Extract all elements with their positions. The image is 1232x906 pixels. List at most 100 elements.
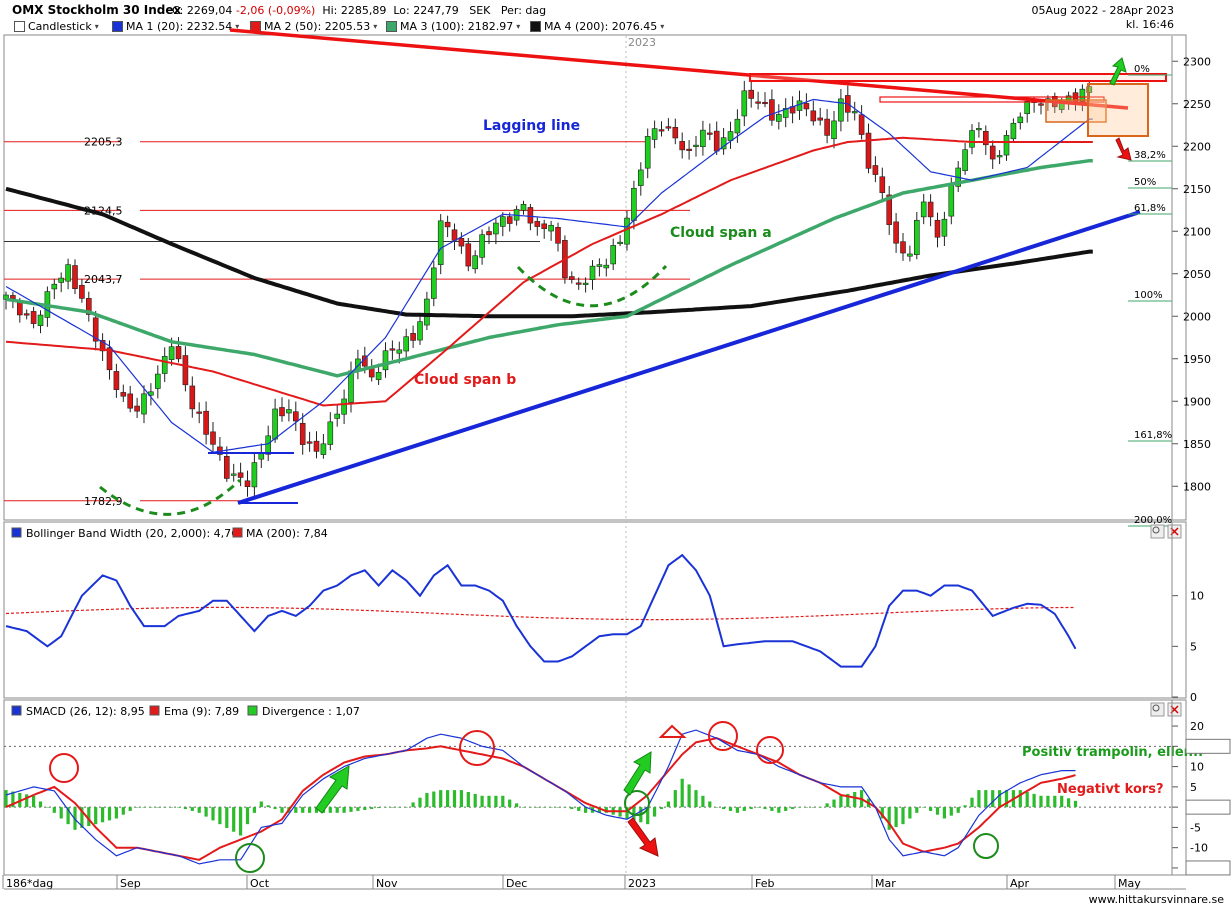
x-tick-label: 2023 <box>628 877 656 890</box>
candle-body <box>320 443 327 455</box>
divergence-bar <box>487 795 491 808</box>
divergence-bar <box>252 807 256 813</box>
divergence-bar <box>273 807 277 810</box>
divergence-bar <box>411 802 415 808</box>
candle-body <box>1010 122 1017 140</box>
fib-label: 61,8% <box>1134 203 1166 214</box>
legend-ma4[interactable]: MA 4 (200): 2076.45 ▾ <box>530 20 664 33</box>
divergence-bar <box>1046 795 1050 808</box>
breakout-box <box>1087 83 1149 137</box>
zoom-icon[interactable] <box>1150 702 1165 717</box>
divergence-bar <box>1004 790 1009 808</box>
smacd-lines: -15-10-505101520 <box>4 700 1231 876</box>
divergence-bar <box>66 807 70 825</box>
signal-circle-red <box>49 753 79 783</box>
divergence-bar <box>625 807 629 819</box>
legend-ma1-label: MA 1 (20): 2232.54 <box>126 20 233 33</box>
divergence-bar <box>908 807 912 819</box>
chevron-down-icon[interactable]: ▾ <box>660 22 665 31</box>
candle-body <box>306 441 313 444</box>
candle-body <box>341 398 347 415</box>
y-tick-label: 2150 <box>1183 183 1211 196</box>
candle-body <box>134 405 140 412</box>
y-tick-label: 1950 <box>1183 353 1211 366</box>
candle-body <box>769 99 775 121</box>
candle-body <box>775 114 782 122</box>
candle-body <box>858 114 865 135</box>
candle-body <box>686 148 692 151</box>
divergence-bar <box>804 807 808 808</box>
divergence-bar <box>784 807 788 811</box>
year-marker: 2023 <box>628 36 656 49</box>
candle-body <box>65 264 71 282</box>
y-tick-label: 2050 <box>1183 268 1211 281</box>
candle-body <box>92 317 99 342</box>
divergence-bar <box>349 807 353 812</box>
level-label: 2205,3 <box>84 136 123 149</box>
axis-value-box <box>1185 860 1231 876</box>
moving-averages-layer <box>5 98 1093 453</box>
smacd-tick-label: 5 <box>1190 781 1197 794</box>
fib-label: 38,2% <box>1134 150 1166 161</box>
divergence-bar <box>701 795 705 808</box>
smacd-line <box>5 729 1076 865</box>
candle-body <box>603 264 610 269</box>
candle-body <box>258 453 265 460</box>
x-tick-label: May <box>1118 877 1141 890</box>
legend-candlestick[interactable]: Candlestick ▾ <box>14 20 99 33</box>
divergence-bar <box>535 807 539 808</box>
legend-ma4-label: MA 4 (200): 2076.45 <box>544 20 658 33</box>
bbw-tick-label: 0 <box>1190 691 1197 704</box>
price-panel-frame <box>3 34 1187 521</box>
divergence-bar <box>521 807 526 808</box>
divergence-bar <box>404 807 408 808</box>
candle-body <box>831 120 837 140</box>
x-tick-label: Dec <box>506 877 527 890</box>
chevron-down-icon[interactable]: ▾ <box>373 22 378 31</box>
smacd-panel-frame <box>3 699 1187 876</box>
consolidation-box <box>1045 99 1107 123</box>
signal-circle-green <box>624 790 650 816</box>
legend-ma1[interactable]: MA 1 (20): 2232.54 ▾ <box>112 20 239 33</box>
legend-ma2[interactable]: MA 2 (50): 2205.53 ▾ <box>250 20 377 33</box>
candle-body <box>872 165 879 175</box>
divergence-bar <box>363 807 367 810</box>
ema-line <box>5 737 1076 861</box>
candle-body <box>348 370 354 403</box>
chevron-down-icon[interactable]: ▾ <box>516 22 521 31</box>
candle-body <box>120 392 127 397</box>
candle-body <box>86 298 92 315</box>
candle-body <box>230 473 237 476</box>
ohlc-readout: C: 2269,04 -2,06 (-0,09%) Hi: 2285,89 Lo… <box>172 4 546 17</box>
candle-body <box>389 348 396 351</box>
moving-average-ma1_20 <box>5 98 1093 453</box>
candle-body <box>541 223 548 229</box>
divergence-bar <box>577 807 581 811</box>
legend-ma3[interactable]: MA 3 (100): 2182.97 ▾ <box>386 20 520 33</box>
divergence-bar <box>425 792 429 808</box>
candle-body <box>1017 116 1024 124</box>
divergence-bar <box>459 790 463 808</box>
candle-body <box>989 145 996 160</box>
level-label: 2043,7 <box>84 273 123 286</box>
candle-body <box>99 340 106 352</box>
candle-body <box>127 393 133 409</box>
chevron-down-icon[interactable]: ▾ <box>235 22 240 31</box>
candle-body <box>624 217 630 245</box>
divergence-bar <box>494 795 498 808</box>
smacd-tick-label: 20 <box>1190 720 1204 733</box>
candle-body <box>113 371 120 390</box>
positive-trampoline-label: Positiv trampolin, eller... <box>1022 745 1203 760</box>
candle-body <box>520 204 527 211</box>
candle-body <box>734 118 741 134</box>
bbw-tick-label: 10 <box>1190 590 1204 603</box>
candle-body <box>713 130 720 152</box>
zoom-icon[interactable] <box>1150 524 1165 539</box>
candle-body <box>886 194 893 225</box>
candle-body <box>631 187 637 221</box>
y-tick-label: 1800 <box>1183 480 1211 493</box>
smacd-swatch <box>11 705 22 716</box>
candle-body <box>810 110 817 122</box>
candle-body <box>189 385 196 410</box>
chevron-down-icon[interactable]: ▾ <box>94 22 99 31</box>
